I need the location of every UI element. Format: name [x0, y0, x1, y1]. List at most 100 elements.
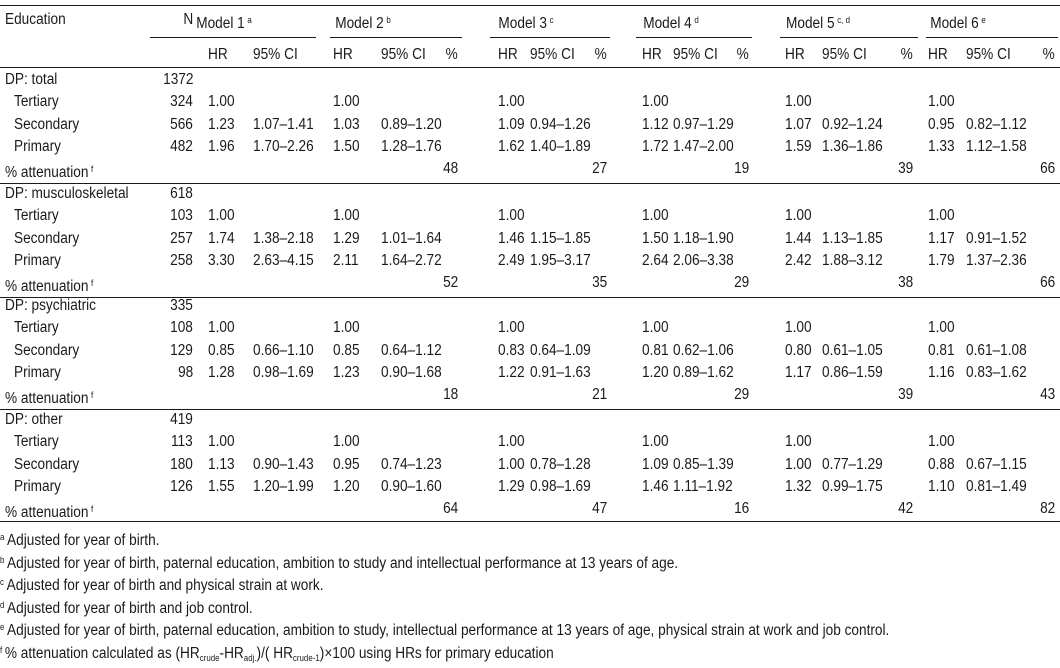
model-group-rule-1 — [150, 37, 316, 38]
attenuation-value: 43 — [1039, 386, 1055, 404]
attenuation-value: 64 — [442, 500, 458, 518]
attenuation-value: 42 — [897, 500, 913, 518]
formula-subscript: adj. — [243, 652, 257, 663]
hazard-ratio: 1.00 — [333, 207, 360, 225]
row-label-primary: Primary — [14, 251, 61, 269]
hazard-ratio: 1.09 — [498, 115, 525, 133]
header-n: N — [183, 11, 193, 28]
hazard-ratio: 1.74 — [208, 229, 235, 247]
confidence-interval: 1.95–3.17 — [530, 251, 591, 269]
confidence-interval: 0.89–1.62 — [673, 363, 734, 381]
model-footnote-marker: c, d — [837, 15, 850, 25]
row-label-tertiary: Tertiary — [14, 93, 59, 111]
confidence-interval: 1.88–3.12 — [822, 251, 883, 269]
hazard-ratio: 1.13 — [208, 455, 235, 473]
footnote-text: Adjusted for year of birth, paternal edu… — [7, 554, 679, 572]
confidence-interval: 1.07–1.41 — [253, 115, 314, 133]
hazard-ratio: 0.80 — [785, 341, 812, 359]
subheader-pct: % — [1042, 46, 1055, 63]
hazard-ratio: 1.00 — [928, 319, 955, 337]
table-bottom-rule — [0, 521, 1060, 522]
header-education: Education — [5, 11, 66, 28]
attenuation-value: 27 — [591, 160, 607, 178]
section-n: 618 — [170, 185, 193, 202]
section-label: DP: psychiatric — [5, 297, 96, 314]
confidence-interval: 0.66–1.10 — [253, 341, 314, 359]
hazard-ratio: 0.85 — [333, 341, 360, 359]
hazard-ratio: 1.00 — [928, 93, 955, 111]
hazard-ratio: 1.55 — [208, 477, 235, 495]
attenuation-value: 35 — [591, 274, 607, 292]
attenuation-value: 66 — [1039, 160, 1055, 178]
model-footnote-marker: b — [386, 15, 391, 25]
section-label: DP: total — [5, 71, 58, 88]
attenuation-value: 19 — [733, 160, 749, 178]
hazard-ratio: 1.00 — [498, 319, 525, 337]
section-n: 335 — [170, 297, 193, 314]
subheader-hr: HR — [208, 46, 228, 63]
attenuation-value: 39 — [897, 386, 913, 404]
subheader-pct: % — [445, 46, 458, 63]
row-label-tertiary: Tertiary — [14, 433, 59, 451]
attenuation-text: % attenuation — [5, 390, 89, 408]
confidence-interval: 1.13–1.85 — [822, 229, 883, 247]
confidence-interval: 0.81–1.49 — [966, 477, 1027, 495]
model-label: Model 2 — [335, 15, 384, 32]
row-label-tertiary: Tertiary — [14, 207, 59, 225]
subheader-ci: 95% CI — [673, 46, 718, 63]
footnote-marker: a — [0, 532, 5, 542]
hazard-ratio: 1.12 — [642, 115, 669, 133]
results-table-page: Education N Model 1 a Model 2 b Model 3 c Model … — [0, 5, 1060, 663]
row-n: 113 — [171, 433, 193, 451]
row-n: 257 — [170, 229, 193, 247]
confidence-interval: 1.36–1.86 — [822, 137, 883, 155]
confidence-interval: 1.47–2.00 — [673, 137, 734, 155]
attenuation-value: 52 — [442, 274, 458, 292]
attenuation-value: 18 — [442, 386, 458, 404]
model-group-rule-3 — [490, 37, 610, 38]
hazard-ratio: 1.29 — [498, 477, 525, 495]
hazard-ratio: 1.00 — [785, 433, 812, 451]
footnote-c: c Adjusted for year of birth and physical… — [0, 572, 324, 596]
hazard-ratio: 1.10 — [928, 477, 955, 495]
subheader-hr: HR — [642, 46, 662, 63]
attenuation-label: % attenuation f — [5, 385, 93, 409]
formula-text: -HR — [219, 644, 244, 662]
hazard-ratio: 0.83 — [498, 341, 525, 359]
formula-subscript: crude-1 — [292, 652, 320, 663]
attenuation-footnote-marker: f — [91, 390, 94, 401]
hazard-ratio: 1.00 — [333, 93, 360, 111]
model-label: Model 6 — [930, 15, 979, 32]
hazard-ratio: 1.00 — [785, 207, 812, 225]
hazard-ratio: 0.85 — [208, 341, 235, 359]
row-label-primary: Primary — [14, 137, 61, 155]
subheader-hr: HR — [785, 46, 805, 63]
formula-subscript: crude — [199, 652, 220, 663]
confidence-interval: 0.74–1.23 — [381, 455, 442, 473]
model-footnote-marker: a — [247, 15, 252, 25]
confidence-interval: 0.90–1.60 — [381, 477, 442, 495]
row-label-secondary: Secondary — [14, 455, 80, 473]
hazard-ratio: 1.96 — [208, 137, 235, 155]
row-n: 180 — [170, 455, 193, 473]
subheader-ci: 95% CI — [966, 46, 1011, 63]
row-n: 566 — [170, 115, 193, 133]
header-model-5: Model 5 c, d — [786, 10, 850, 34]
attenuation-text: % attenuation — [5, 278, 89, 296]
model-label: Model 4 — [643, 15, 692, 32]
hazard-ratio: 1.03 — [333, 115, 360, 133]
table-top-rule — [0, 5, 1060, 6]
subheader-ci: 95% CI — [253, 46, 298, 63]
attenuation-label: % attenuation f — [5, 499, 93, 523]
attenuation-label: % attenuation f — [5, 273, 93, 297]
hazard-ratio: 1.00 — [928, 433, 955, 451]
hazard-ratio: 1.00 — [498, 455, 525, 473]
confidence-interval: 0.92–1.24 — [822, 115, 883, 133]
confidence-interval: 0.83–1.62 — [966, 363, 1027, 381]
confidence-interval: 0.82–1.12 — [966, 115, 1027, 133]
footnote-text: Adjusted for year of birth, paternal edu… — [7, 622, 890, 639]
confidence-interval: 0.86–1.59 — [822, 363, 883, 381]
confidence-interval: 2.06–3.38 — [673, 251, 734, 269]
confidence-interval: 0.94–1.26 — [530, 115, 591, 133]
